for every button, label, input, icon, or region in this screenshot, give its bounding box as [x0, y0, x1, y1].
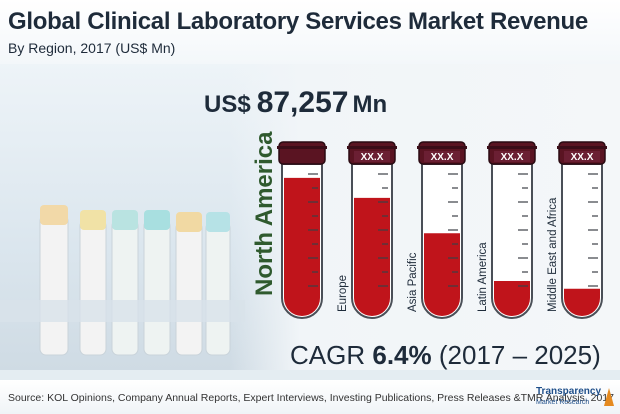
title-band [0, 0, 620, 64]
cap-label-bg [494, 151, 530, 162]
tube-liquid-bar [424, 233, 460, 316]
cagr-period: (2017 – 2025) [438, 340, 601, 370]
cagr-value: 6.4% [372, 340, 432, 370]
category-label: North America [251, 131, 278, 296]
footer-band [0, 380, 620, 414]
tube-cap-rim [417, 146, 467, 149]
tube-cap-rim [487, 146, 537, 149]
cap-label-bg [564, 151, 600, 162]
cagr-text: CAGR 6.4% (2017 – 2025) [290, 340, 601, 371]
brand-logo: Transparency Market Research [536, 384, 616, 412]
tube-cap [278, 141, 326, 165]
tube-liquid-bar [564, 288, 600, 316]
logo-mark-icon [604, 388, 614, 406]
total-currency: US$ [204, 91, 251, 118]
cagr-label: CAGR [290, 340, 366, 370]
tube-cap-rim [347, 146, 397, 149]
total-revenue: US$ 87,257 Mn [204, 86, 387, 120]
tubes-group: North America XX.X Europe XX.X Asia Pacific X… [251, 131, 607, 319]
tube-cap-rim [277, 146, 327, 149]
cap-label-bg [424, 151, 460, 162]
chart-title: Global Clinical Laboratory Services Mark… [8, 8, 588, 35]
total-value: 87,257 [256, 86, 349, 119]
cap-label-bg [354, 151, 390, 162]
tube-cap-rim [557, 146, 607, 149]
total-unit: Mn [352, 91, 388, 118]
tube-liquid-bar [284, 177, 320, 316]
category-label: Europe [337, 275, 349, 312]
tube-value-label: XX.X [361, 152, 384, 163]
tube-value-label: XX.X [431, 152, 454, 163]
logo-subtext: Market Research [536, 399, 590, 406]
category-label: Asia Pacific [407, 252, 419, 312]
category-label: Latin America [477, 242, 489, 312]
tube-value-label: XX.X [571, 152, 594, 163]
source-note: Source: KOL Opinions, Company Annual Rep… [8, 392, 614, 404]
category-label: Middle East and Africa [547, 197, 559, 312]
tube-value-label: XX.X [501, 152, 524, 163]
chart-subtitle: By Region, 2017 (US$ Mn) [8, 40, 176, 56]
background-tubes [0, 205, 245, 356]
logo-text: Transparency [536, 386, 602, 397]
tube-liquid-bar [494, 281, 530, 316]
